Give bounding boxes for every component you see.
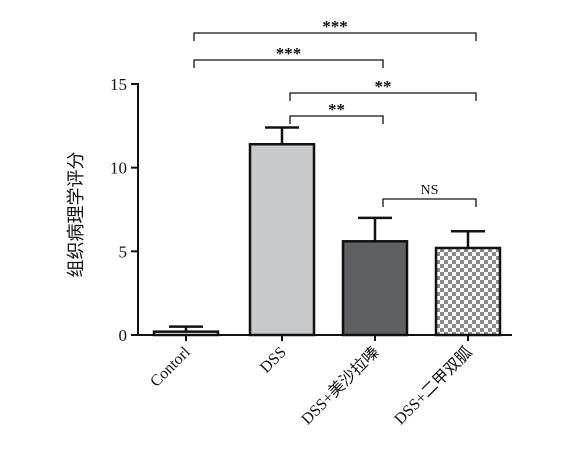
bar-1	[248, 142, 316, 337]
bar-2	[341, 240, 409, 337]
y-tick-label-10: 10	[110, 159, 127, 178]
significance-label-2: **	[375, 77, 392, 96]
bars	[152, 142, 502, 337]
significance-brackets: **********NS	[193, 17, 477, 207]
significance-label-3: **	[328, 100, 345, 119]
y-axis-title: 组织病理学评分	[66, 152, 87, 278]
significance-label-4: NS	[421, 183, 439, 198]
bar-3	[434, 246, 502, 337]
category-label-1: DSS	[257, 344, 290, 377]
significance-bracket-1	[193, 59, 384, 68]
significance-bracket-2	[289, 92, 477, 101]
significance-label-0: ***	[322, 17, 348, 36]
category-label-0: Contorl	[147, 343, 194, 390]
significance-bracket-0	[193, 32, 477, 41]
significance-label-1: ***	[276, 44, 302, 63]
y-tick-label-5: 5	[119, 242, 128, 261]
significance-bracket-3	[289, 115, 384, 124]
bar-0	[152, 330, 220, 337]
y-tick-label-15: 15	[110, 75, 127, 94]
y-tick-label-0: 0	[119, 326, 128, 345]
category-label-3: DSS+二甲双胍	[391, 343, 476, 428]
category-label-2: DSS+美沙拉嗪	[298, 343, 383, 428]
significance-bracket-4	[382, 198, 477, 207]
error-bars	[169, 126, 485, 332]
category-labels: Contorl DSS DSS+美沙拉嗪 DSS+二甲双胍	[147, 343, 476, 428]
y-axis-title-group: 组织病理学评分	[66, 152, 87, 278]
